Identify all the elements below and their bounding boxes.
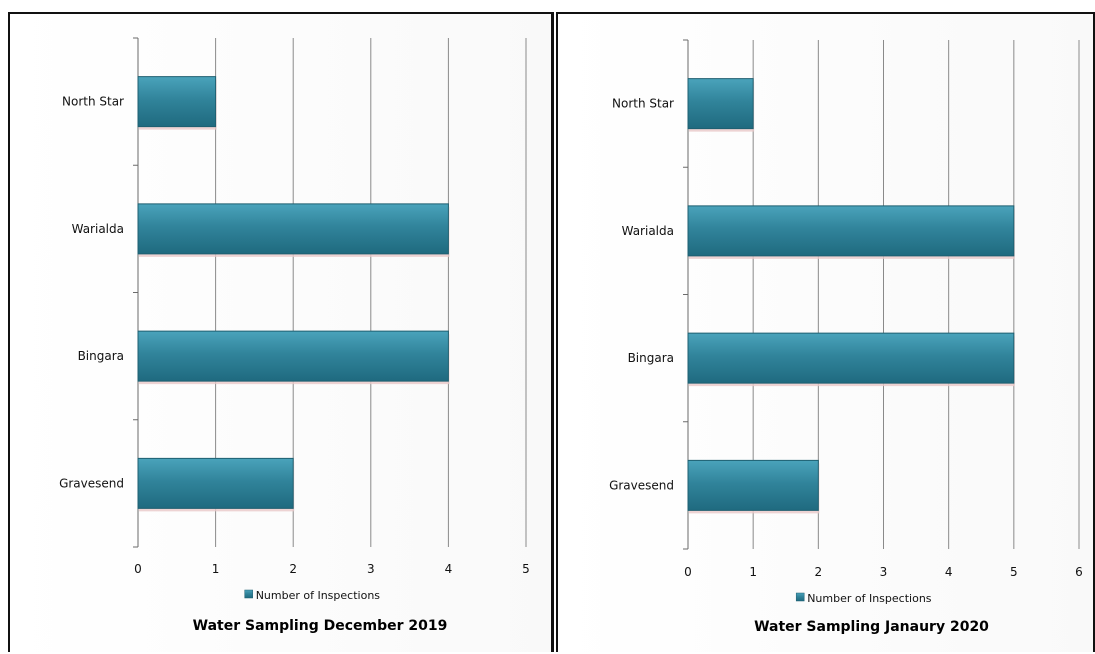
chart-december-2019: 0 1 2 3 4 5 North Star Warialda Bingara Gravesend…: [59, 37, 530, 634]
chart2-x-tick-label: 6: [1075, 565, 1083, 579]
chart1-category-label: Gravesend: [59, 476, 124, 490]
chart2-x-tick-label: 5: [1010, 565, 1018, 579]
chart-panel-january-2020: 0 1 2 3 4 5 6 North Star Warialda Bingara Gravesen…: [556, 12, 1095, 652]
chart2-category-label: Warialda: [622, 224, 674, 238]
chart2-category-label: Bingara: [628, 351, 674, 365]
chart1-category-label: Warialda: [72, 222, 124, 236]
chart1-x-tick-label: 5: [522, 562, 530, 576]
chart2-x-tick-label: 2: [815, 565, 823, 579]
chart1-bar-bingara: [137, 330, 449, 382]
chart2-bar-warialda: [687, 205, 1015, 257]
chart1-x-tick-label: 0: [134, 562, 142, 576]
chart2-x-tick-label: 0: [684, 565, 692, 579]
chart1-bar-north-star: [137, 76, 217, 128]
chart1-x-tick-label: 4: [445, 562, 453, 576]
chart-panel-december-2019: 0 1 2 3 4 5 North Star Warialda Bingara Gravesend…: [8, 12, 554, 652]
chart2-x-tick-label: 1: [749, 565, 757, 579]
chart1-legend-swatch: [244, 589, 253, 599]
chart-january-2020: 0 1 2 3 4 5 6 North Star Warialda Bingara Gravesen…: [609, 39, 1083, 635]
chart2-legend-label: Number of Inspections: [807, 592, 932, 605]
chart2-legend-swatch: [795, 592, 805, 602]
chart2-x-tick-label: 3: [880, 565, 888, 579]
chart1-bar-gravesend: [137, 457, 294, 509]
chart2-category-label: North Star: [612, 97, 674, 111]
chart1-category-label: North Star: [62, 95, 124, 109]
chart1-legend-label: Number of Inspections: [256, 589, 381, 602]
chart1-x-tick-label: 2: [289, 562, 297, 576]
chart2-title: Water Sampling Janaury 2020: [754, 619, 989, 635]
chart2-category-label: Gravesend: [609, 478, 674, 492]
chart1-x-tick-label: 1: [212, 562, 220, 576]
chart2-x-tick-label: 4: [945, 565, 953, 579]
chart1-category-label: Bingara: [78, 349, 124, 363]
chart2-bar-gravesend: [687, 459, 819, 511]
chart2-bar-bingara: [687, 332, 1015, 384]
chart2-bar-north-star: [687, 78, 754, 130]
chart1-bar-warialda: [137, 203, 449, 255]
chart1-x-tick-label: 3: [367, 562, 375, 576]
chart1-title: Water Sampling December 2019: [193, 618, 448, 634]
